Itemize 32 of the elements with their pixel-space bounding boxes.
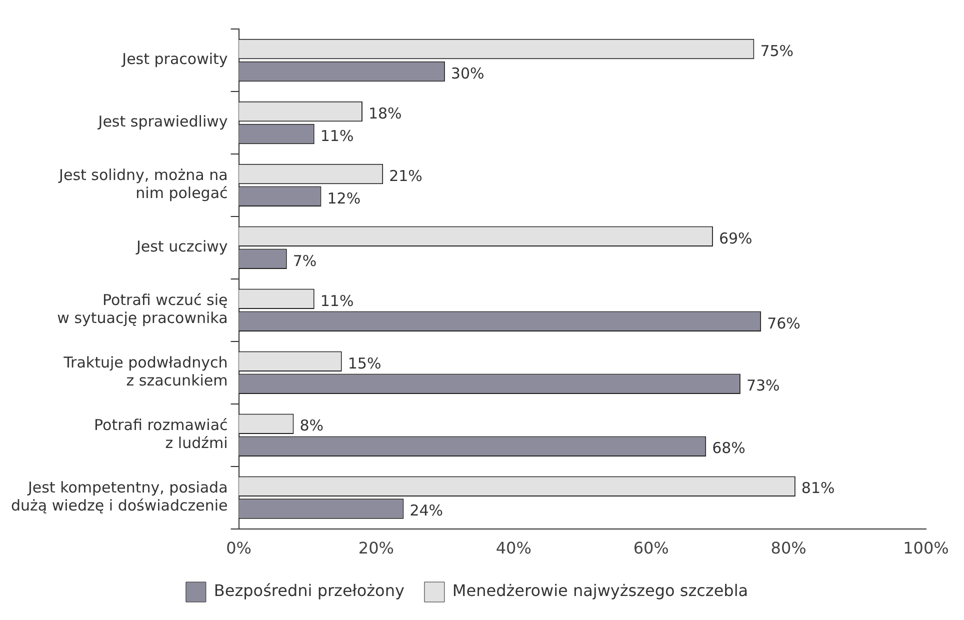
- data-label: 11%: [320, 292, 354, 310]
- x-tick-label: 100%: [903, 538, 949, 558]
- y-tick-label: Traktuje podwładnych z szacunkiem: [62, 354, 228, 390]
- x-tick-label: 60%: [633, 538, 669, 558]
- x-tick-label: 0%: [226, 538, 252, 558]
- y-tick-label: Jest pracowity: [121, 50, 228, 68]
- y-tick-label: Potrafi wczuć się w sytuację pracownika: [57, 291, 228, 328]
- data-label: 15%: [348, 354, 382, 372]
- data-label: 11%: [320, 126, 354, 145]
- y-tick-label: Jest solidny, można na nim polegać: [58, 166, 228, 202]
- y-tick-label: Jest sprawiedliwy: [97, 112, 228, 131]
- data-label: 81%: [801, 479, 835, 498]
- data-label: 8%: [300, 416, 324, 435]
- data-label: 69%: [718, 229, 752, 248]
- data-label: 76%: [767, 314, 800, 332]
- data-label: 73%: [746, 376, 780, 395]
- x-tick-label: 40%: [496, 538, 532, 558]
- x-tick-label: 80%: [770, 538, 806, 558]
- legend-label: Menedżerowie najwyższego szczebla: [452, 581, 748, 600]
- data-label: 21%: [389, 166, 422, 185]
- y-tick-label: Potrafi rozmawiać z ludźmi: [94, 416, 228, 452]
- data-label: 12%: [327, 189, 361, 208]
- data-label: 75%: [760, 42, 794, 60]
- data-label: 30%: [450, 64, 484, 82]
- x-tick-label: 20%: [358, 538, 394, 558]
- y-tick-label: Jest uczciwy: [135, 238, 228, 256]
- y-tick-label: Jest kompetentny, posiada dużą wiedzę i doświadczenie: [10, 478, 228, 514]
- data-label: 68%: [712, 439, 746, 458]
- data-label: 24%: [410, 502, 444, 520]
- data-label: 7%: [292, 252, 317, 270]
- data-label: 18%: [368, 104, 402, 122]
- legend-label: Bezpośredni przełożony: [214, 581, 404, 600]
